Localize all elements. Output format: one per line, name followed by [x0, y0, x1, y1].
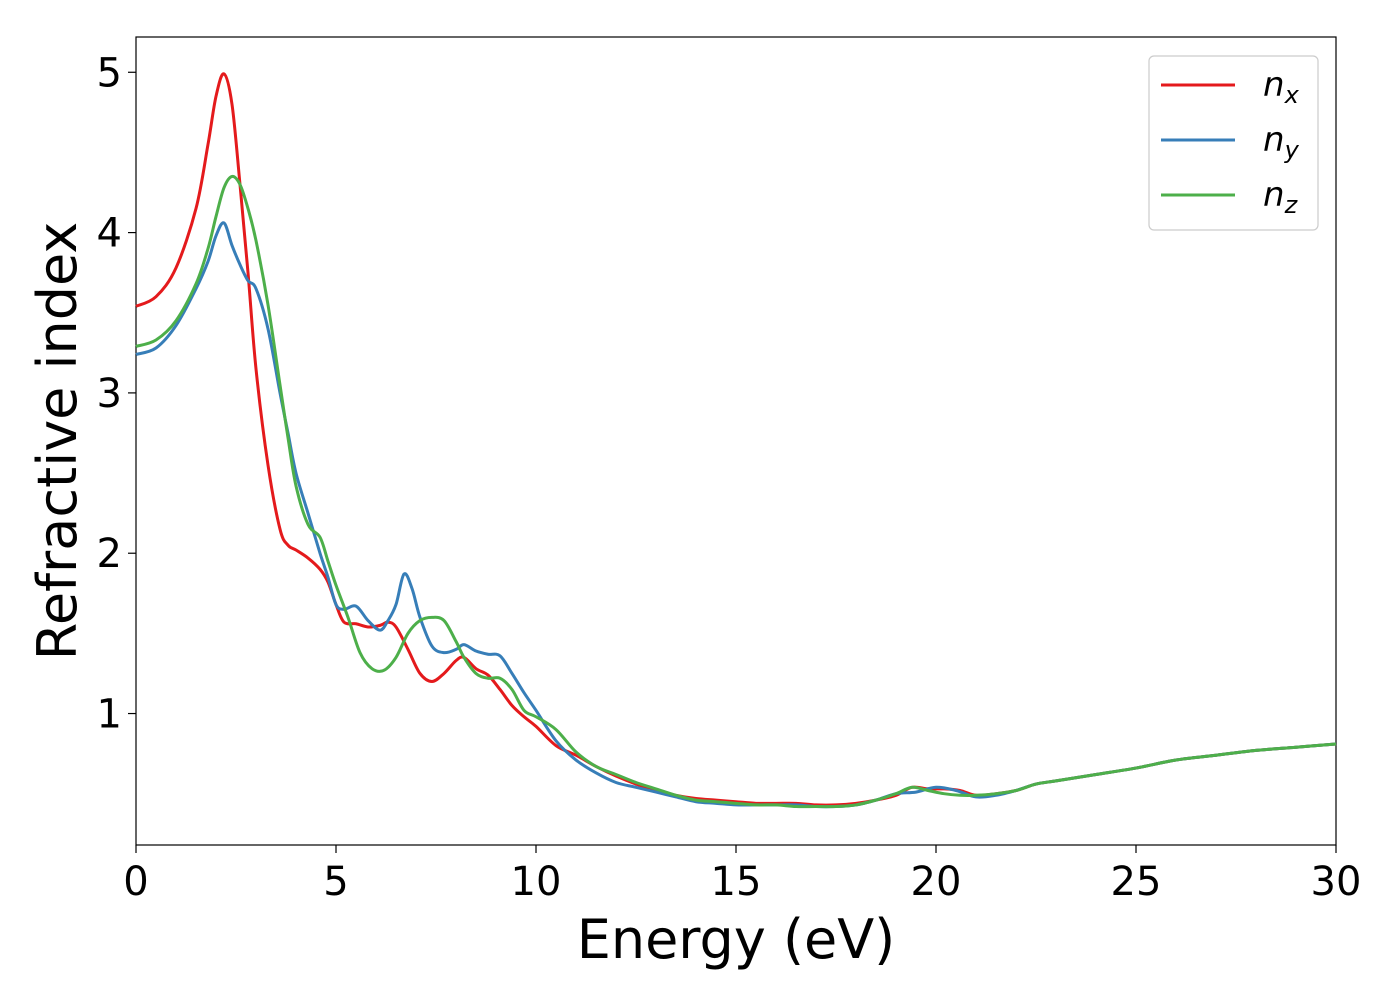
series-line-ny	[135, 221, 1337, 809]
series-line-nz	[135, 174, 1337, 809]
legend-item-ny: ny	[1161, 120, 1300, 164]
legend-label: ny	[1263, 120, 1300, 164]
y-tick-label: 3	[97, 371, 122, 417]
legend-item-nx: nx	[1161, 65, 1300, 109]
plot-area	[135, 36, 1337, 846]
x-axis: 0 5 10 15 20 25 30	[123, 845, 1361, 905]
y-axis-label: Refractive index	[26, 222, 89, 661]
y-tick-label: 5	[97, 50, 122, 96]
legend-box	[1148, 55, 1319, 231]
x-tick-label: 30	[1311, 859, 1362, 905]
x-tick-label: 20	[911, 859, 962, 905]
x-tick-label: 15	[711, 859, 762, 905]
y-tick-label: 4	[97, 211, 122, 257]
x-tick-label: 5	[323, 859, 348, 905]
series-group	[135, 72, 1337, 809]
x-axis-label: Energy (eV)	[577, 908, 896, 971]
legend-label: nz	[1263, 175, 1299, 219]
y-tick-label: 2	[97, 531, 122, 577]
legend: nx ny nz	[1148, 55, 1319, 231]
y-tick-label: 1	[97, 692, 122, 738]
y-axis: 1 2 3 4 5	[97, 50, 136, 738]
x-tick-label: 0	[123, 859, 148, 905]
x-tick-label: 25	[1111, 859, 1162, 905]
x-tick-label: 10	[511, 859, 562, 905]
legend-label: nx	[1263, 65, 1300, 109]
legend-item-nz: nz	[1161, 175, 1299, 219]
